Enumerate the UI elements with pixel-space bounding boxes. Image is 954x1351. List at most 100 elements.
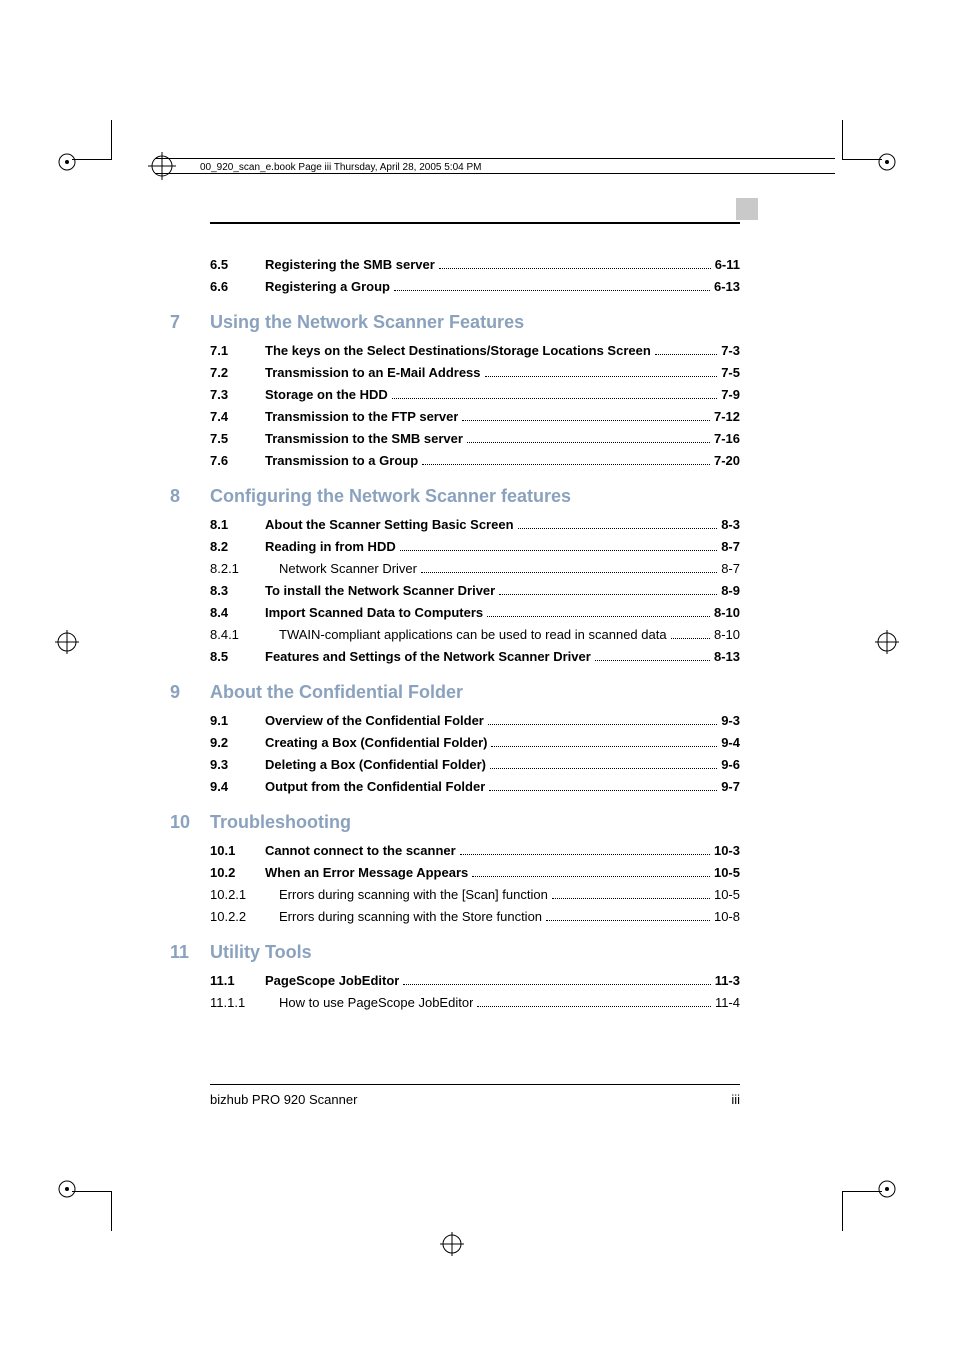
toc-entry-number: 7.1 bbox=[210, 343, 265, 358]
running-head-rule bbox=[155, 173, 835, 174]
toc-entry-title: Output from the Confidential Folder bbox=[265, 779, 485, 794]
toc-entry-page: 7-3 bbox=[721, 343, 740, 358]
toc-chapter-heading: 11Utility Tools bbox=[210, 942, 740, 963]
toc-entry-page: 7-12 bbox=[714, 409, 740, 424]
toc-leader-dots bbox=[439, 268, 711, 269]
toc-entry-number: 9.4 bbox=[210, 779, 265, 794]
toc-content: 6.5Registering the SMB server6-11 6.6Regi… bbox=[210, 250, 740, 1017]
toc-leader-dots bbox=[491, 746, 717, 747]
toc-chapter-title: Configuring the Network Scanner features bbox=[210, 486, 571, 507]
toc-chapter-heading: 8Configuring the Network Scanner feature… bbox=[210, 486, 740, 507]
toc-entry-page: 7-20 bbox=[714, 453, 740, 468]
toc-leader-dots bbox=[460, 854, 710, 855]
toc-entry-number: 8.2 bbox=[210, 539, 265, 554]
registration-mark-icon bbox=[875, 630, 899, 654]
toc-entry-title: Network Scanner Driver bbox=[265, 561, 417, 576]
toc-entry-title: How to use PageScope JobEditor bbox=[265, 995, 473, 1010]
toc-entry-number: 6.6 bbox=[210, 279, 265, 294]
toc-entry-title: Registering the SMB server bbox=[265, 257, 435, 272]
toc-leader-dots bbox=[518, 528, 718, 529]
toc-chapter-title: Using the Network Scanner Features bbox=[210, 312, 524, 333]
toc-entry: 8.4.1TWAIN-compliant applications can be… bbox=[210, 627, 740, 642]
toc-entry: 8.1About the Scanner Setting Basic Scree… bbox=[210, 517, 740, 532]
toc-entry-page: 7-16 bbox=[714, 431, 740, 446]
toc-entry-number: 8.2.1 bbox=[210, 561, 265, 576]
toc-entry-title: Deleting a Box (Confidential Folder) bbox=[265, 757, 486, 772]
toc-entry-page: 8-3 bbox=[721, 517, 740, 532]
toc-entry-number: 7.3 bbox=[210, 387, 265, 402]
toc-entry: 10.1Cannot connect to the scanner10-3 bbox=[210, 843, 740, 858]
toc-entry-page: 11-3 bbox=[715, 973, 740, 988]
toc-entry-title: Transmission to an E-Mail Address bbox=[265, 365, 481, 380]
header-rule bbox=[210, 222, 740, 224]
toc-leader-dots bbox=[546, 920, 710, 921]
toc-entry-number: 8.1 bbox=[210, 517, 265, 532]
toc-leader-dots bbox=[488, 724, 717, 725]
toc-entry: 11.1.1How to use PageScope JobEditor 11-4 bbox=[210, 995, 740, 1010]
toc-entry-page: 7-9 bbox=[721, 387, 740, 402]
toc-entry-page: 10-8 bbox=[714, 909, 740, 924]
toc-entry: 7.6Transmission to a Group 7-20 bbox=[210, 453, 740, 468]
toc-entry-page: 8-7 bbox=[721, 539, 740, 554]
toc-entry-title: To install the Network Scanner Driver bbox=[265, 583, 495, 598]
toc-entry: 7.5Transmission to the SMB server 7-16 bbox=[210, 431, 740, 446]
toc-entry: 8.5Features and Settings of the Network … bbox=[210, 649, 740, 664]
toc-entry: 10.2When an Error Message Appears10-5 bbox=[210, 865, 740, 880]
toc-entry-number: 11.1.1 bbox=[210, 995, 265, 1010]
toc-entry-number: 10.2.2 bbox=[210, 909, 265, 924]
toc-leader-dots bbox=[552, 898, 710, 899]
toc-entry-title: Transmission to a Group bbox=[265, 453, 418, 468]
toc-entry-number: 10.1 bbox=[210, 843, 265, 858]
toc-entry-title: Overview of the Confidential Folder bbox=[265, 713, 484, 728]
registration-mark-icon bbox=[875, 150, 899, 174]
toc-leader-dots bbox=[655, 354, 717, 355]
toc-entry-number: 11.1 bbox=[210, 973, 265, 988]
toc-entry-title: Transmission to the SMB server bbox=[265, 431, 463, 446]
toc-leader-dots bbox=[392, 398, 717, 399]
toc-entry-number: 8.4.1 bbox=[210, 627, 265, 642]
toc-leader-dots bbox=[472, 876, 710, 877]
toc-chapter-heading: 9About the Confidential Folder bbox=[210, 682, 740, 703]
toc-entry-page: 9-6 bbox=[721, 757, 740, 772]
toc-entry-page: 11-4 bbox=[715, 995, 740, 1010]
toc-entry-title: About the Scanner Setting Basic Screen bbox=[265, 517, 514, 532]
toc-chapter-title: About the Confidential Folder bbox=[210, 682, 463, 703]
registration-mark-icon bbox=[440, 1232, 464, 1256]
toc-leader-dots bbox=[477, 1006, 711, 1007]
toc-entry-number: 8.5 bbox=[210, 649, 265, 664]
toc-entry: 8.3To install the Network Scanner Driver… bbox=[210, 583, 740, 598]
toc-entry: 10.2.2Errors during scanning with the St… bbox=[210, 909, 740, 924]
toc-entry-title: Storage on the HDD bbox=[265, 387, 388, 402]
toc-entry-page: 9-3 bbox=[721, 713, 740, 728]
toc-entry-number: 7.5 bbox=[210, 431, 265, 446]
toc-leader-dots bbox=[403, 984, 710, 985]
toc-entry-number: 7.6 bbox=[210, 453, 265, 468]
toc-entry-number: 10.2.1 bbox=[210, 887, 265, 902]
toc-leader-dots bbox=[462, 420, 710, 421]
toc-entry-page: 8-7 bbox=[721, 561, 740, 576]
toc-leader-dots bbox=[595, 660, 710, 661]
toc-entry-number: 6.5 bbox=[210, 257, 265, 272]
toc-entry: 7.1The keys on the Select Destinations/S… bbox=[210, 343, 740, 358]
header-tab-box bbox=[736, 198, 758, 220]
toc-chapter-number: 11 bbox=[170, 942, 210, 963]
toc-leader-dots bbox=[422, 464, 710, 465]
toc-entry-title: The keys on the Select Destinations/Stor… bbox=[265, 343, 651, 358]
toc-entry: 7.2Transmission to an E-Mail Address7-5 bbox=[210, 365, 740, 380]
toc-chapter: 8Configuring the Network Scanner feature… bbox=[210, 486, 740, 664]
toc-leader-dots bbox=[499, 594, 717, 595]
toc-entry: 8.2.1Network Scanner Driver 8-7 bbox=[210, 561, 740, 576]
toc-chapter-number: 10 bbox=[170, 812, 210, 833]
toc-entry: 11.1PageScope JobEditor11-3 bbox=[210, 973, 740, 988]
toc-entry-title: TWAIN-compliant applications can be used… bbox=[265, 627, 667, 642]
footer-left: bizhub PRO 920 Scanner bbox=[210, 1092, 357, 1107]
toc-entry-page: 10-3 bbox=[714, 843, 740, 858]
toc-entry-number: 9.1 bbox=[210, 713, 265, 728]
toc-entry-page: 8-10 bbox=[714, 605, 740, 620]
registration-mark-icon bbox=[55, 150, 79, 174]
toc-entry-page: 7-5 bbox=[721, 365, 740, 380]
toc-entry: 6.5Registering the SMB server6-11 bbox=[210, 257, 740, 272]
toc-entry: 9.3Deleting a Box (Confidential Folder)9… bbox=[210, 757, 740, 772]
toc-entry-page: 9-4 bbox=[721, 735, 740, 750]
toc-entry-title: Errors during scanning with the Store fu… bbox=[265, 909, 542, 924]
